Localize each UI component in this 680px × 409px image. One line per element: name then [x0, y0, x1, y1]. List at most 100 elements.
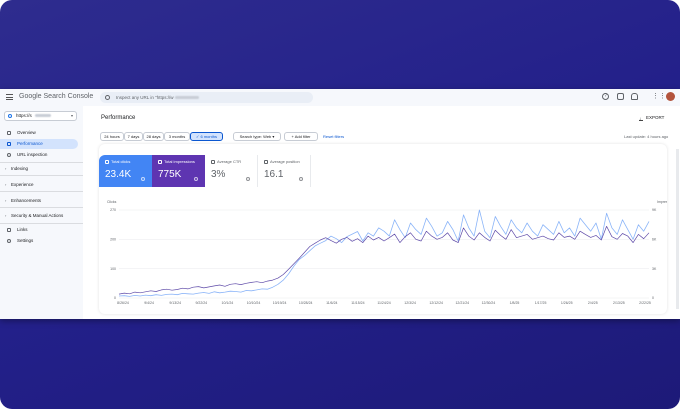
help-icon[interactable] — [141, 177, 145, 181]
search-placeholder: Inspect any URL in "https://w — [116, 95, 174, 100]
y-tick-label: 200 — [110, 238, 116, 242]
metric-average-position[interactable]: Average position 16.1 — [258, 155, 311, 187]
sidebar-item-label: Links — [17, 227, 28, 232]
help-icon[interactable] — [194, 177, 198, 181]
sidebar: https://s ▾ Overview Performance URL ins… — [0, 106, 83, 319]
help-icon[interactable]: ? — [602, 93, 609, 100]
chevron-right-icon: › — [5, 166, 7, 171]
divider — [0, 223, 83, 224]
reset-filters-link[interactable]: Reset filters — [323, 134, 345, 139]
apps-grid-icon[interactable]: ⋮⋮ — [652, 93, 666, 100]
sidebar-section-enhancements[interactable]: › Enhancements — [0, 196, 83, 206]
range-24-hours[interactable]: 24 hours — [100, 132, 124, 141]
range-28-days[interactable]: 28 days — [143, 132, 164, 141]
y2-tick-label: 6K — [652, 238, 657, 242]
trending-icon — [7, 142, 11, 146]
right-axis-title: Impressions — [657, 200, 667, 204]
help-icon[interactable] — [246, 177, 250, 181]
x-tick-label: 10/1/24 — [222, 301, 234, 305]
url-inspect-search[interactable]: Inspect any URL in "https://w — [100, 92, 313, 103]
x-tick-label: 10/19/24 — [273, 301, 287, 305]
chevron-right-icon: › — [5, 213, 7, 218]
metric-value: 775K — [158, 169, 182, 180]
metric-value: 3% — [211, 169, 226, 180]
x-tick-label: 9/22/24 — [195, 301, 207, 305]
metric-value: 23.4K — [105, 169, 132, 180]
section-label: Enhancements — [11, 198, 42, 203]
bell-icon[interactable] — [631, 93, 638, 100]
x-tick-label: 2/13/25 — [613, 301, 625, 305]
export-button[interactable]: ↓ EXPORT — [639, 115, 664, 121]
x-tick-label: 10/28/24 — [299, 301, 313, 305]
metric-value: 16.1 — [264, 169, 284, 180]
chevron-right-icon: › — [5, 182, 7, 187]
page-title: Performance — [101, 115, 136, 121]
section-label: Indexing — [11, 166, 29, 171]
range-7-days[interactable]: 7 days — [124, 132, 143, 141]
sidebar-item-settings[interactable]: Settings — [0, 236, 78, 246]
avatar[interactable] — [666, 92, 675, 101]
x-tick-label: 12/30/24 — [482, 301, 496, 305]
divider — [0, 191, 83, 192]
checkbox-icon — [264, 159, 268, 164]
divider — [0, 207, 83, 208]
users-icon[interactable] — [617, 93, 624, 100]
sidebar-item-label: URL inspection — [17, 152, 48, 157]
sidebar-section-experience[interactable]: › Experience — [0, 180, 83, 190]
help-icon[interactable] — [299, 177, 303, 181]
x-tick-label: 11/15/24 — [351, 301, 364, 305]
y2-tick-label: 9K — [652, 208, 657, 212]
scrollbar[interactable] — [676, 149, 679, 309]
checkbox-icon — [211, 159, 215, 164]
divider — [0, 162, 83, 163]
sidebar-item-label: Overview — [17, 130, 36, 135]
redacted-url — [175, 96, 200, 99]
x-tick-label: 9/13/24 — [169, 301, 181, 305]
y2-tick-label: 0 — [652, 296, 654, 300]
y-tick-label: 0 — [114, 296, 116, 300]
series-line-clicks — [118, 209, 650, 297]
x-tick-label: 12/3/24 — [404, 301, 416, 305]
range-6-months[interactable]: ✓ 6 months — [190, 132, 223, 141]
y2-tick-label: 3K — [652, 267, 657, 271]
search-console-window: Google Search Console Inspect any URL in… — [0, 89, 680, 319]
section-label: Experience — [11, 182, 34, 187]
sidebar-item-performance[interactable]: Performance — [0, 139, 78, 149]
settings-icon — [7, 239, 11, 243]
range-3-months[interactable]: 3 months — [164, 132, 190, 141]
metric-label: Average position — [270, 159, 300, 164]
y-tick-label: 270 — [110, 208, 116, 212]
add-filter-button[interactable]: + Add filter — [284, 132, 318, 141]
sidebar-section-indexing[interactable]: › Indexing — [0, 164, 83, 174]
x-tick-label: 9/4/24 — [144, 301, 154, 305]
sidebar-item-url-inspection[interactable]: URL inspection — [0, 150, 78, 160]
x-tick-label: 11/24/24 — [377, 301, 390, 305]
x-tick-label: 1/26/25 — [561, 301, 573, 305]
search-type-filter[interactable]: Search type: Web ▾ — [233, 132, 281, 141]
x-tick-label: 12/12/24 — [429, 301, 443, 305]
x-tick-label: 2/4/25 — [588, 301, 598, 305]
download-icon: ↓ — [639, 116, 643, 121]
links-icon — [7, 228, 11, 232]
section-label: Security & Manual Actions — [11, 213, 64, 218]
metric-label: Total impressions — [164, 159, 195, 164]
property-selector[interactable]: https://s ▾ — [4, 111, 77, 121]
redacted-property — [35, 114, 52, 117]
checkbox-checked-icon — [105, 159, 109, 164]
sidebar-item-overview[interactable]: Overview — [0, 128, 78, 138]
metric-total-clicks[interactable]: Total clicks 23.4K — [99, 155, 152, 187]
range-label: 6 months — [200, 134, 217, 139]
series-line-impressions — [118, 225, 650, 295]
performance-chart: Clicks Impressions 0 0 100 3K 200 6K 270 9K 8/26/2… — [107, 200, 667, 305]
x-tick-label: 2/22/25 — [639, 301, 651, 305]
app-logo[interactable]: Google Search Console — [19, 93, 94, 100]
sidebar-item-links[interactable]: Links — [0, 225, 78, 235]
x-tick-label: 1/8/25 — [510, 301, 520, 305]
metric-average-ctr[interactable]: Average CTR 3% — [205, 155, 258, 187]
sidebar-section-security[interactable]: › Security & Manual Actions — [0, 211, 83, 221]
chevron-down-icon: ▾ — [70, 113, 73, 118]
y-tick-label: 100 — [110, 267, 116, 271]
menu-icon[interactable] — [6, 94, 13, 100]
metric-total-impressions[interactable]: Total impressions 775K — [152, 155, 205, 187]
